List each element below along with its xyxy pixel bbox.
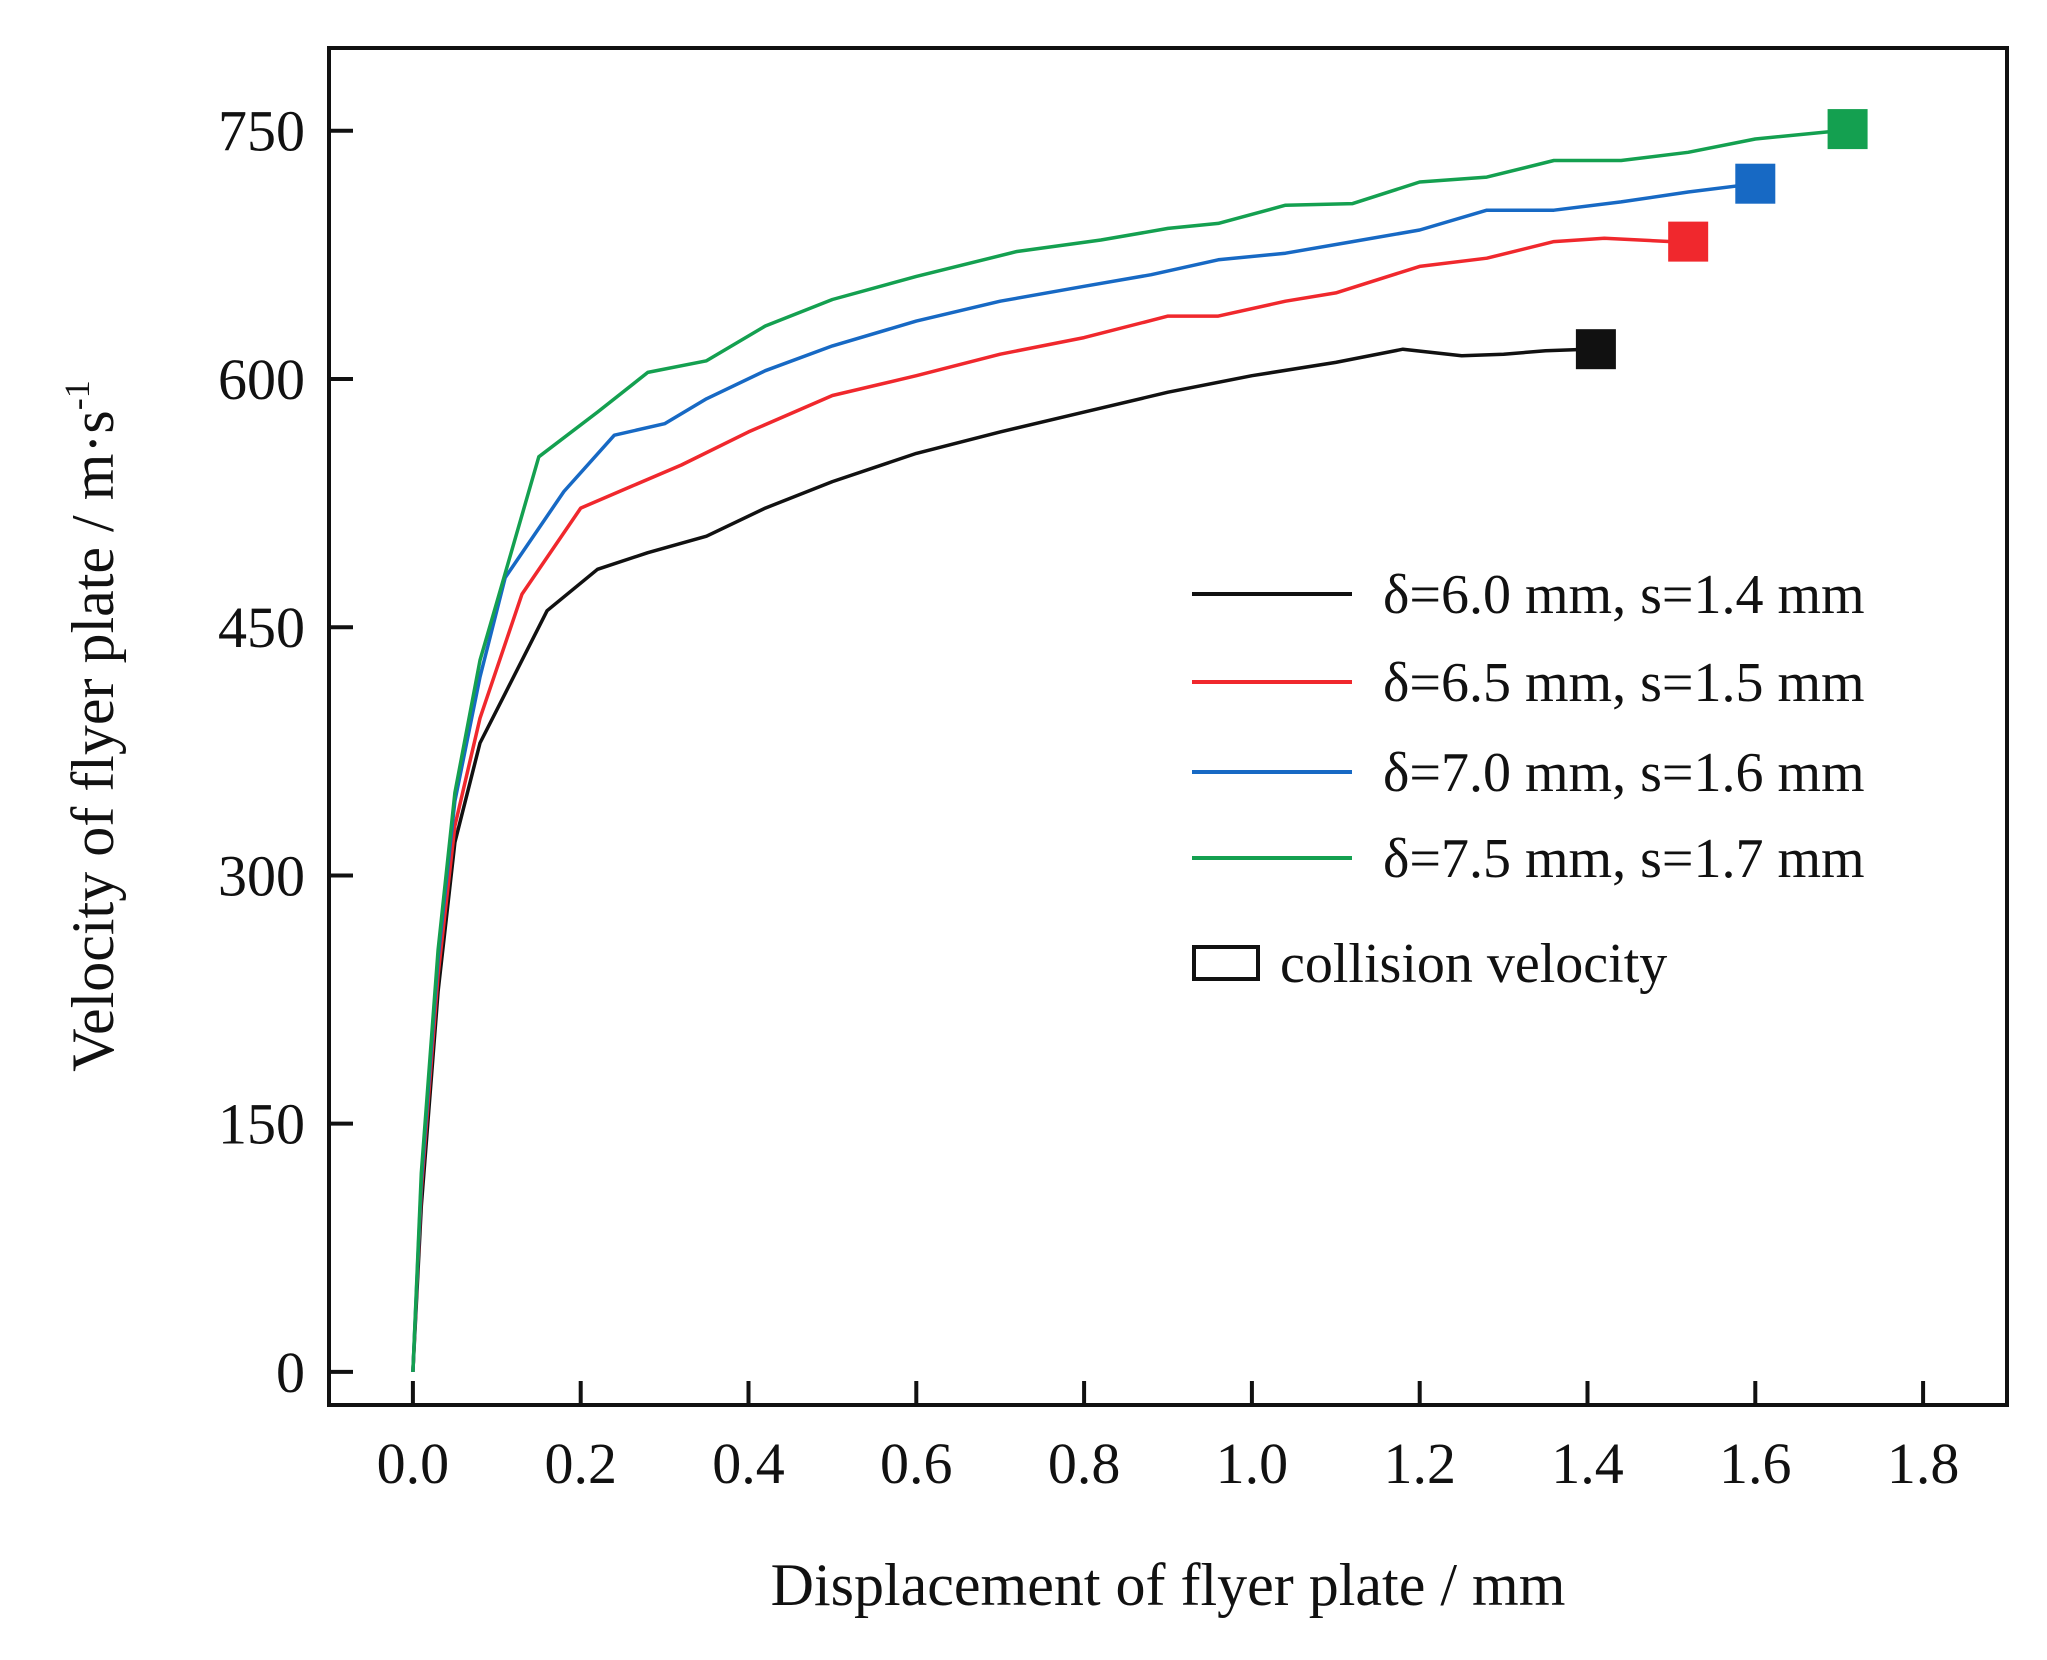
x-tick-label: 0.2 xyxy=(544,1431,617,1496)
legend-collision-marker xyxy=(1192,945,1260,981)
x-tick-label: 1.4 xyxy=(1551,1431,1624,1496)
x-tick-label: 0.8 xyxy=(1048,1431,1121,1496)
x-tick-label: 0.4 xyxy=(712,1431,785,1496)
x-tick-label: 1.0 xyxy=(1216,1431,1289,1496)
collision-marker-1 xyxy=(1575,329,1616,370)
legend-label-1: δ=6.0 mm, s=1.4 mm xyxy=(1383,564,1865,626)
y-axis-title: Velocity of flyer plate / m·s-1 xyxy=(57,380,126,1071)
series-line-3 xyxy=(411,181,1756,1372)
series-line-2 xyxy=(411,236,1672,1372)
plot-frame xyxy=(327,46,2009,1407)
x-tick-label: 0.0 xyxy=(377,1431,450,1496)
legend-label-3: δ=7.0 mm, s=1.6 mm xyxy=(1383,742,1865,804)
collision-markers xyxy=(1575,109,1868,370)
y-tick-label: 450 xyxy=(218,595,305,660)
series-line-1 xyxy=(411,347,1588,1372)
y-tick-label: 150 xyxy=(218,1092,305,1157)
y-axis-title-sup: -1 xyxy=(57,380,97,410)
x-tick-label: 1.8 xyxy=(1887,1431,1960,1496)
y-tick-label: 750 xyxy=(218,99,305,164)
collision-marker-4 xyxy=(1827,109,1868,150)
legend-label-2: δ=6.5 mm, s=1.5 mm xyxy=(1383,652,1865,714)
y-tick-label: 0 xyxy=(276,1340,305,1405)
x-tick-label: 0.6 xyxy=(880,1431,953,1496)
series-line-4 xyxy=(411,128,1840,1372)
y-axis-title-main: Velocity of flyer plate / m·s xyxy=(60,410,126,1071)
legend-collision-label: collision velocity xyxy=(1280,933,1667,995)
y-tick-label: 600 xyxy=(218,347,305,412)
legend-label-4: δ=7.5 mm, s=1.7 mm xyxy=(1383,828,1865,890)
legend: δ=6.0 mm, s=1.4 mm δ=6.5 mm, s=1.5 mm δ=7.… xyxy=(1192,564,1865,995)
x-axis-title: Displacement of flyer plate / mm xyxy=(771,1552,1566,1618)
collision-marker-3 xyxy=(1735,163,1776,204)
x-axis: 0.0 0.2 0.4 0.6 0.8 1.0 1.2 1.4 1.6 1.8 xyxy=(377,1381,1960,1496)
collision-marker-2 xyxy=(1668,221,1709,262)
x-tick-label: 1.2 xyxy=(1383,1431,1456,1496)
x-tick-label: 1.6 xyxy=(1719,1431,1792,1496)
series-lines xyxy=(411,128,1840,1372)
y-axis: 0 150 300 450 600 750 xyxy=(218,99,353,1405)
y-tick-label: 300 xyxy=(218,843,305,908)
